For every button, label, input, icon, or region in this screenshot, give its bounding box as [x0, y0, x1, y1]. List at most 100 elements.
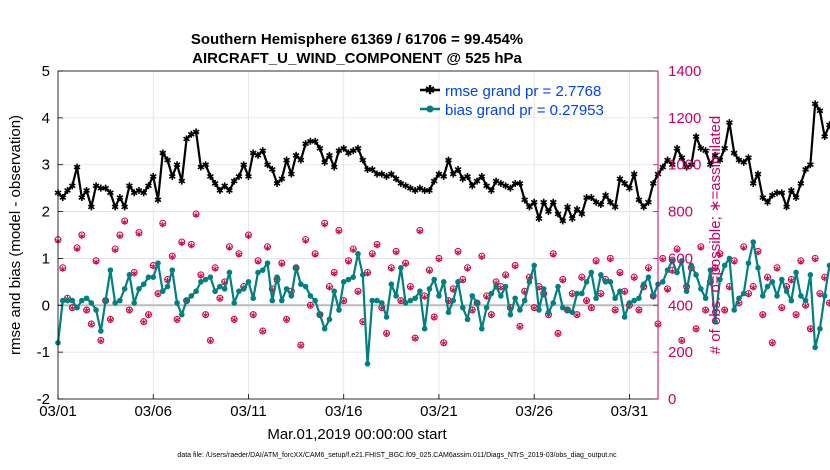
obs-assimilated-stroke — [598, 292, 604, 297]
obs-assimilated-stroke — [350, 248, 357, 252]
obs-assimilated-point — [698, 244, 704, 251]
obs-assimilated-point — [107, 316, 114, 323]
rmse-point — [268, 165, 276, 173]
obs-assimilated-point — [645, 265, 652, 272]
rmse-point — [516, 179, 524, 187]
obs-assimilated-stroke — [283, 317, 290, 322]
obs-assimilated-point — [712, 265, 718, 272]
obs-assimilated-stroke — [578, 276, 585, 280]
rmse-point-stroke — [649, 181, 657, 186]
rmse-point-stroke — [664, 157, 671, 163]
rmse-point — [487, 186, 495, 194]
rmse-point — [202, 161, 210, 169]
rmse-point — [564, 203, 571, 211]
rmse-point — [283, 156, 290, 164]
bias-point — [698, 286, 704, 292]
obs-assimilated-stroke — [383, 331, 390, 336]
bias-point — [659, 279, 666, 285]
rmse-point-stroke — [283, 157, 290, 163]
bias-point — [155, 260, 161, 266]
obs-assimilated-stroke — [388, 266, 395, 271]
obs-assimilated-point — [788, 277, 795, 284]
obs-assimilated-point — [583, 298, 590, 305]
rmse-point-stroke — [626, 185, 633, 191]
rmse-point-stroke — [64, 188, 71, 193]
obs-assimilated-stroke — [478, 255, 485, 259]
obs-assimilated-stroke — [807, 327, 814, 332]
bias-point — [498, 293, 504, 299]
rmse-point — [140, 189, 148, 197]
bias-point — [674, 269, 680, 276]
obs-assimilated-point — [417, 228, 423, 235]
bias-point — [121, 286, 128, 292]
obs-assimilated-stroke — [112, 248, 118, 253]
bias-point — [126, 272, 133, 278]
bias-point — [683, 288, 690, 295]
bias-point — [817, 325, 823, 332]
bias-point — [269, 297, 276, 304]
rmse-point-stroke — [368, 166, 376, 172]
bias-point — [464, 316, 471, 323]
obs-assimilated-stroke — [312, 252, 318, 257]
rmse-point-stroke — [740, 159, 748, 165]
bias-point — [783, 288, 790, 295]
y-right-tick-label: 800 — [668, 204, 693, 221]
bias-point — [193, 288, 199, 295]
obs-assimilated-stroke — [207, 339, 214, 343]
obs-assimilated-point — [355, 289, 361, 296]
rmse-point — [659, 163, 667, 171]
obs-assimilated-stroke — [69, 306, 76, 310]
rmse-point — [716, 156, 724, 164]
bias-point — [450, 297, 457, 304]
obs-assimilated-stroke — [607, 257, 614, 262]
obs-assimilated-stroke — [498, 285, 504, 290]
obs-assimilated-stroke — [512, 264, 518, 269]
rmse-point — [64, 186, 71, 194]
bias-point — [426, 286, 433, 292]
rmse-point — [164, 156, 171, 164]
obs-assimilated-stroke — [817, 292, 823, 297]
rmse-point-stroke — [321, 159, 329, 165]
obs-assimilated-point — [740, 244, 747, 251]
obs-assimilated-point — [193, 212, 199, 219]
obs-assimilated-point — [350, 246, 357, 253]
obs-assimilated-point — [745, 291, 752, 298]
bias-point — [340, 279, 347, 285]
bias-point — [407, 297, 414, 304]
obs-assimilated-point — [617, 270, 623, 277]
obs-assimilated-point — [88, 321, 95, 328]
rmse-point-stroke — [206, 173, 214, 179]
rmse-point-stroke — [806, 162, 814, 168]
bias-point — [93, 307, 99, 313]
rmse-point-stroke — [264, 162, 271, 168]
rmse-point-stroke — [668, 162, 676, 168]
rmse-point — [87, 203, 95, 211]
rmse-point-stroke — [316, 145, 324, 151]
obs-assimilated-point — [717, 251, 723, 258]
bias-point — [517, 307, 523, 313]
rmse-point — [778, 189, 786, 197]
obs-assimilated-point — [388, 265, 395, 272]
y-axis-right-label: # of obs: o=possible; ∗=assimilated — [707, 116, 724, 355]
rmse-point — [440, 172, 448, 180]
rmse-point — [535, 215, 543, 223]
obs-assimilated-stroke — [531, 306, 538, 310]
obs-assimilated-point — [693, 326, 699, 333]
rmse-point-stroke — [716, 157, 724, 163]
rmse-point — [826, 121, 830, 129]
bias-point — [440, 279, 447, 285]
rmse-point — [292, 151, 300, 159]
rmse-point — [273, 179, 281, 187]
obs-assimilated-point — [764, 275, 771, 282]
rmse-point-stroke — [745, 155, 752, 161]
obs-assimilated-point — [464, 265, 471, 272]
bias-point — [583, 279, 590, 285]
bias-point — [726, 255, 733, 262]
obs-assimilated-stroke — [612, 308, 618, 313]
bias-point — [564, 307, 571, 313]
rmse-point — [606, 198, 614, 206]
y-left-tick-label: 5 — [42, 63, 50, 80]
y-left-tick-label: 3 — [42, 157, 50, 174]
bias-point — [312, 297, 318, 304]
rmse-point — [287, 170, 295, 178]
